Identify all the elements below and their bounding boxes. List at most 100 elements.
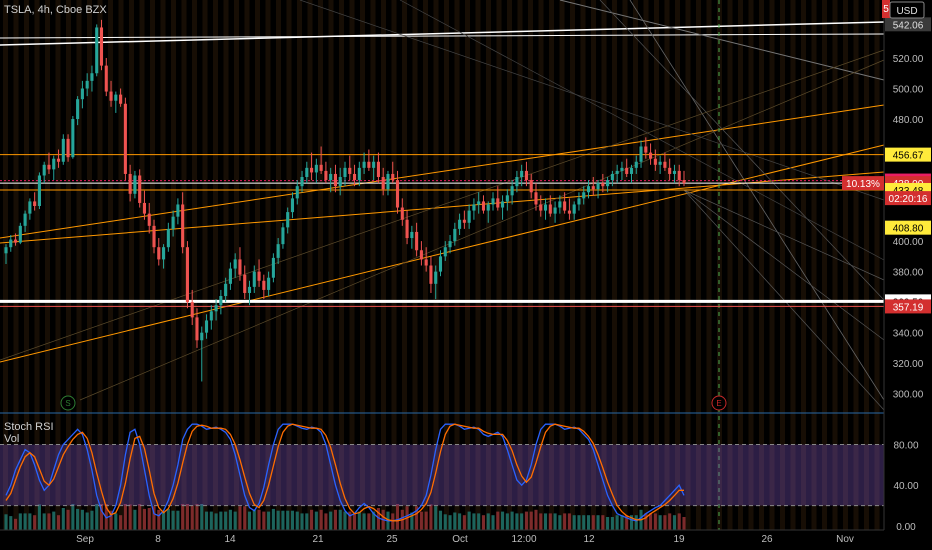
session-stripe bbox=[339, 0, 344, 530]
volume-bar bbox=[252, 509, 256, 530]
time-axis[interactable]: Sep 8 14 21 25 Oct 12:00 12 19 26 Nov bbox=[76, 534, 854, 545]
horizontal-level-lines[interactable] bbox=[0, 154, 884, 307]
volume-bar bbox=[663, 515, 667, 530]
candle-body bbox=[204, 320, 209, 333]
candle-body bbox=[462, 219, 466, 223]
session-stripe bbox=[538, 0, 544, 530]
trendline bbox=[683, 189, 885, 341]
volume-bar bbox=[491, 515, 495, 530]
volume-bar bbox=[133, 509, 137, 530]
price-tick: 520.00 bbox=[893, 54, 924, 65]
session-stripe bbox=[853, 0, 859, 530]
volume-title[interactable]: Vol bbox=[4, 433, 20, 445]
volume-bar bbox=[419, 511, 423, 530]
candle-body bbox=[95, 27, 99, 74]
candle-body bbox=[658, 161, 662, 165]
volume-bar bbox=[204, 511, 209, 530]
candle-body bbox=[128, 173, 132, 194]
session-stripe bbox=[286, 0, 292, 530]
session-stripe bbox=[318, 0, 323, 530]
session-stripe bbox=[192, 0, 197, 530]
candle-body bbox=[458, 219, 462, 229]
volume-bar bbox=[13, 518, 18, 530]
price-axis[interactable]: 300.00 320.00 340.00 380.00 400.00 480.00 500.… bbox=[883, 0, 932, 550]
session-stripe bbox=[622, 0, 628, 530]
session-stripe bbox=[612, 0, 617, 530]
candle-body bbox=[200, 332, 204, 341]
session-stripe bbox=[223, 0, 229, 530]
stoch-rsi-title[interactable]: Stoch RSI bbox=[4, 421, 54, 433]
volume-bar bbox=[28, 513, 32, 530]
volume-bar bbox=[152, 506, 156, 530]
session-stripe bbox=[202, 0, 208, 530]
volume-bar bbox=[481, 515, 486, 530]
rsi-tick: 80.00 bbox=[893, 441, 918, 452]
candle-body bbox=[28, 201, 32, 214]
candle-body bbox=[606, 180, 610, 187]
symbol-title[interactable]: TSLA, 4h, Cboe BZX bbox=[4, 4, 107, 16]
session-stripe bbox=[129, 0, 134, 530]
candle-body bbox=[649, 152, 653, 159]
session-stripe bbox=[97, 0, 103, 530]
candle-body bbox=[319, 164, 323, 171]
volume-bar bbox=[271, 508, 275, 530]
time-tick: Sep bbox=[76, 534, 94, 545]
candle-body bbox=[563, 201, 567, 211]
candle-body bbox=[66, 138, 70, 158]
candle-body bbox=[434, 271, 438, 284]
volume-bar bbox=[56, 515, 61, 530]
volume-bar bbox=[391, 513, 395, 530]
volume-bar bbox=[262, 511, 266, 530]
volume-bar bbox=[71, 504, 75, 530]
session-stripe bbox=[433, 0, 439, 530]
candle-body bbox=[295, 186, 299, 199]
volume-bar bbox=[395, 504, 400, 530]
candle-body bbox=[443, 247, 447, 257]
volume-bar bbox=[190, 505, 194, 530]
session-stripe bbox=[454, 0, 460, 530]
session-stripe bbox=[3, 0, 8, 530]
session-stripe bbox=[654, 0, 659, 530]
candle-body bbox=[85, 80, 89, 89]
session-stripe bbox=[549, 0, 554, 530]
candle-body bbox=[209, 311, 213, 321]
price-label-text: 456.67 bbox=[893, 151, 924, 162]
candle-body bbox=[448, 241, 452, 248]
event-marker-circle bbox=[60, 395, 76, 411]
stoch-rsi-pane bbox=[0, 412, 932, 531]
candle-body bbox=[477, 201, 481, 205]
volume-bar bbox=[434, 506, 438, 530]
candle-body bbox=[419, 250, 423, 260]
session-stripe bbox=[328, 0, 334, 530]
candle-body bbox=[505, 195, 509, 202]
candle-body bbox=[314, 164, 318, 173]
session-stripe bbox=[507, 0, 512, 530]
volume-bar bbox=[515, 513, 519, 530]
volume-bar bbox=[634, 515, 638, 530]
volume-bar bbox=[586, 515, 591, 530]
top-tag: 5 bbox=[883, 4, 889, 15]
candle-body bbox=[548, 204, 552, 214]
session-stripe bbox=[276, 0, 281, 530]
time-tick: 21 bbox=[312, 534, 324, 545]
volume-bar bbox=[305, 513, 309, 530]
trendline-drawings[interactable] bbox=[0, 0, 885, 530]
volume-bar bbox=[625, 515, 629, 530]
session-stripe bbox=[633, 0, 638, 530]
volume-bar bbox=[357, 511, 361, 530]
volume-bar bbox=[257, 509, 261, 530]
session-stripe bbox=[213, 0, 218, 530]
volume-bar bbox=[95, 504, 99, 530]
volume-bar bbox=[343, 511, 347, 530]
volume-bar bbox=[376, 508, 380, 530]
price-tick: 340.00 bbox=[893, 329, 924, 340]
volume-bar bbox=[18, 513, 22, 530]
time-tick: 12 bbox=[583, 534, 595, 545]
volume-bar bbox=[453, 512, 457, 530]
change-badge: 10.13% bbox=[846, 179, 880, 190]
candle-body bbox=[391, 173, 395, 181]
volume-bar bbox=[615, 515, 619, 530]
session-stripe bbox=[34, 0, 40, 530]
